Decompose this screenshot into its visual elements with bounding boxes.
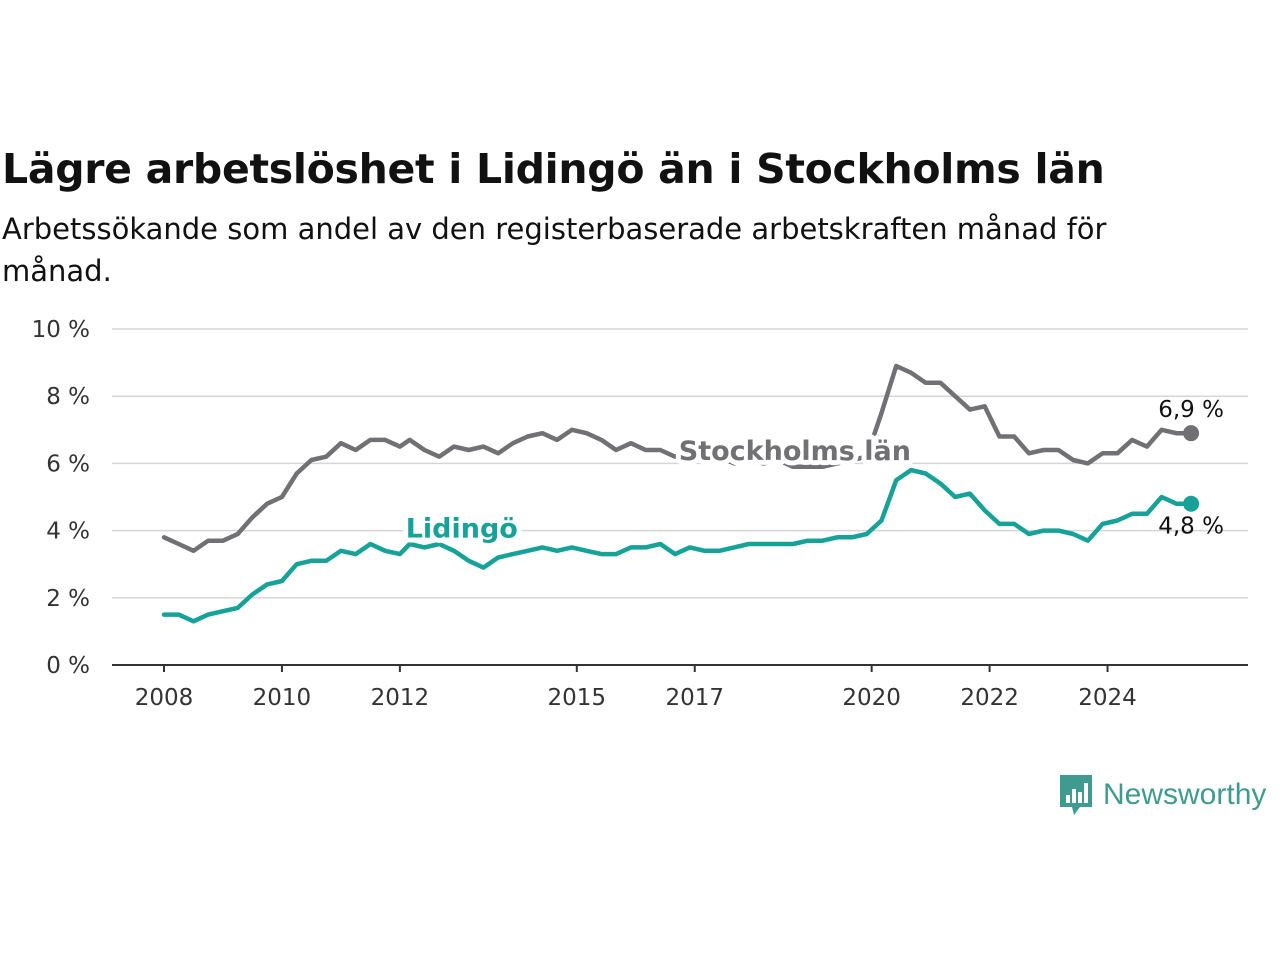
y-tick-label: 10 % [32, 317, 90, 343]
gridlines [112, 328, 1248, 599]
axes: 0 % 2 % 4 % 6 % 8 % 10 % 2008 2010 2012 2015 2017 2… [32, 317, 1248, 711]
newsworthy-logo: Newsworthy [1058, 773, 1266, 817]
x-tick-label: 2017 [665, 685, 724, 711]
series-end-point-0 [1183, 425, 1200, 442]
series-name-label-0: Stockholms län [679, 436, 911, 467]
chat-bars-icon [1060, 775, 1092, 815]
y-tick-label: 0 % [46, 653, 90, 679]
x-tick-label: 2022 [960, 685, 1019, 711]
series-name-halo-0: Stockholms län [679, 436, 911, 467]
series-line-1 [161, 467, 1194, 624]
end-value-label-1: 4,8 % [1158, 514, 1224, 540]
x-tick-label: 2012 [371, 685, 430, 711]
x-tick-label: 2020 [842, 685, 901, 711]
series-lines [161, 363, 1200, 624]
chart-subtitle: Arbetssökande som andel av den registerb… [2, 212, 1107, 288]
y-tick-label: 8 % [46, 384, 90, 410]
series-line-0 [161, 363, 1194, 554]
brand-name: Newsworthy [1103, 778, 1267, 811]
x-tick-label: 2024 [1078, 685, 1137, 711]
series-name-label-1: Lidingö [406, 513, 518, 544]
end-value-label-0: 6,9 % [1158, 397, 1224, 423]
x-tick-label: 2008 [135, 685, 194, 711]
x-tick-label: 2015 [548, 685, 607, 711]
series-end-point-1 [1183, 495, 1200, 512]
chart-title: Lägre arbetslöshet i Lidingö än i Stockh… [2, 145, 1105, 193]
series-name-halo-1: Lidingö [406, 513, 518, 544]
y-tick-label: 2 % [46, 586, 90, 612]
y-tick-label: 4 % [46, 519, 90, 545]
y-tick-label: 6 % [46, 451, 90, 477]
x-tick-label: 2010 [253, 685, 312, 711]
